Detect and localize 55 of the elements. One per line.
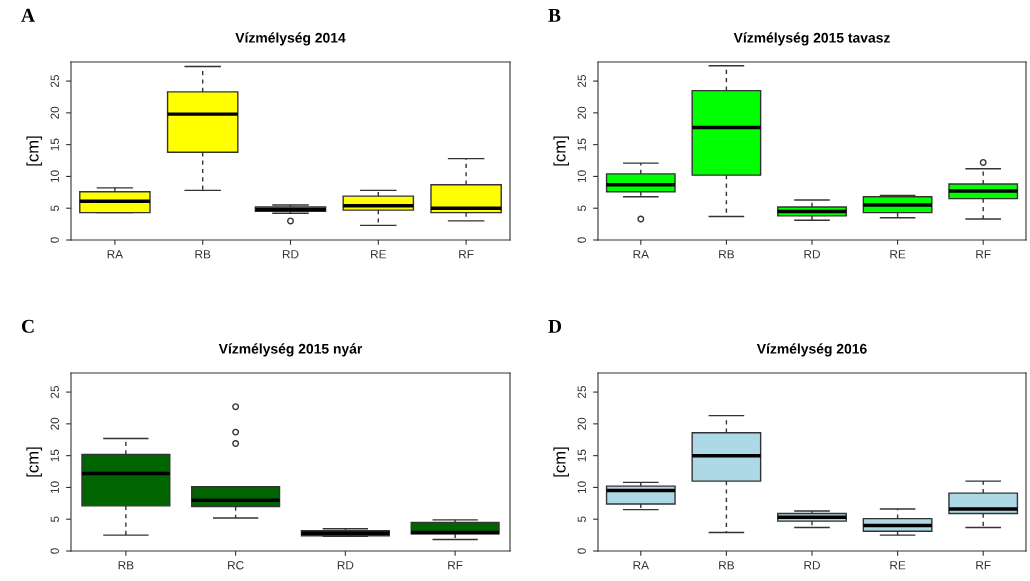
x-tick-label: RD [337,561,354,570]
y-tick-label: 25 [50,386,59,399]
x-tick-label: RA [107,250,124,259]
y-tick-label: 10 [50,170,59,183]
y-tick-label: 5 [577,205,586,212]
x-tick-label: RA [633,250,649,259]
chart-title: Vízmélység 2015 tavasz [733,32,890,46]
y-tick-label: 15 [50,449,59,462]
y-tick-label: 20 [577,417,586,430]
x-tick-label: RE [890,250,906,259]
y-tick-label: 10 [577,481,586,494]
y-tick-label: 0 [50,548,59,554]
x-tick-label: RC [228,561,244,570]
chart-title: Vízmélység 2014 [235,32,346,46]
chart-title: Vízmélység 2015 nyár [218,343,363,357]
y-tick-label: 5 [50,205,59,212]
y-tick-label: 5 [577,516,586,523]
x-tick-label: RF [448,561,463,570]
y-tick-label: 25 [577,386,586,399]
y-tick-label: 20 [577,106,586,119]
x-tick-label: RB [719,561,734,570]
x-tick-label: RB [719,250,734,259]
y-tick-label: 0 [50,237,59,243]
y-tick-label: 5 [50,516,59,523]
text: D [548,319,562,333]
text: C [21,319,34,333]
x-tick-label: RE [371,250,386,259]
y-axis-title: [cm] [553,447,569,477]
text: A [21,8,35,22]
y-axis-title: [cm] [26,136,42,166]
y-tick-label: 25 [50,75,59,88]
y-tick-label: 10 [50,481,59,494]
y-tick-label: 10 [577,170,586,183]
chart-title: Vízmélység 2016 [756,343,867,357]
y-tick-label: 15 [50,138,59,151]
y-tick-label: 0 [577,548,586,554]
y-tick-label: 15 [577,138,586,151]
y-tick-label: 20 [50,106,59,119]
y-axis-title: [cm] [553,136,569,166]
x-tick-label: RB [195,250,211,259]
y-axis-title: [cm] [26,447,42,477]
x-tick-label: RA [633,561,649,570]
y-tick-label: 25 [577,75,586,88]
text: B [548,8,561,22]
y-tick-label: 15 [577,449,586,462]
y-tick-label: 0 [577,237,586,243]
x-tick-label: RF [459,250,474,259]
x-tick-label: RB [118,561,134,570]
x-tick-label: RD [804,561,820,570]
x-tick-label: RE [890,561,906,570]
x-tick-label: RD [282,250,299,259]
x-tick-label: RD [804,250,820,259]
y-tick-label: 20 [50,417,59,430]
x-tick-label: RF [976,561,991,570]
x-tick-label: RF [976,250,991,259]
